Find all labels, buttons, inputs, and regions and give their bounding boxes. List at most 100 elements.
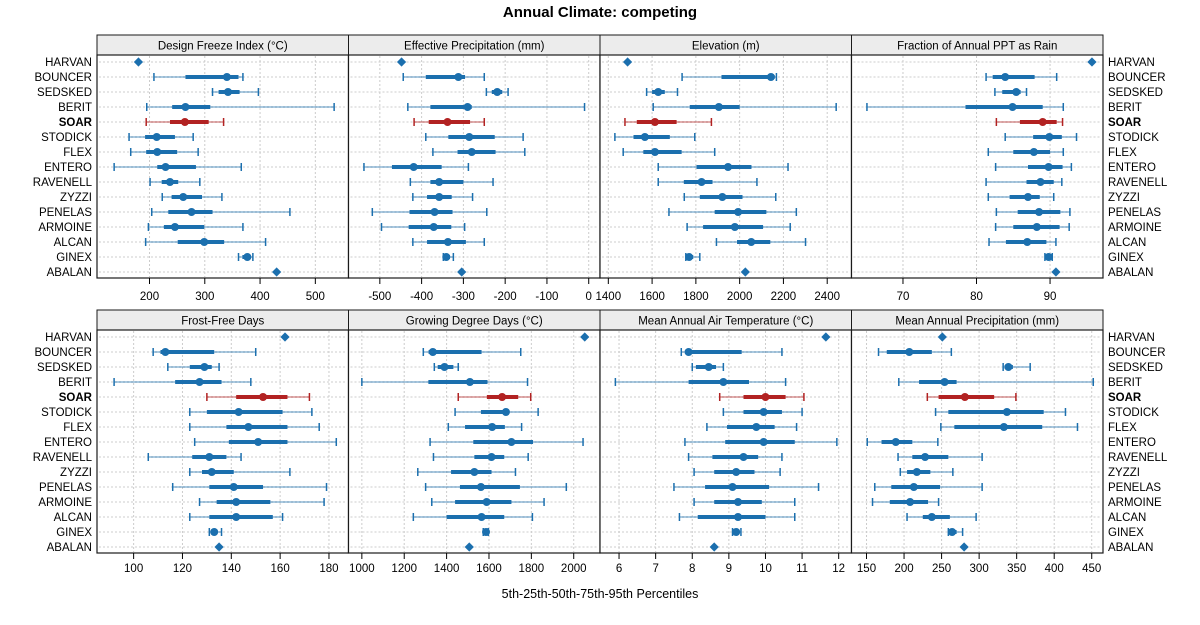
median-dot: [470, 468, 479, 476]
glyph-stodick: [425, 133, 524, 141]
glyph-bouncer: [877, 348, 953, 356]
median-dot: [207, 468, 216, 476]
glyph-berit: [614, 378, 787, 386]
median-dot: [161, 348, 170, 356]
median-dot: [1023, 193, 1032, 201]
site-label-right-armoine: ARMOINE: [1108, 497, 1162, 509]
median-diamond: [740, 267, 750, 277]
median-diamond: [133, 57, 144, 67]
site-label-right-soar: SOAR: [1108, 392, 1142, 404]
glyph-ravenell: [147, 453, 242, 461]
glyph-berit: [145, 103, 335, 111]
glyph-flex: [622, 148, 716, 156]
median-dot: [654, 88, 663, 96]
glyph-stodick: [614, 133, 696, 141]
median-dot: [759, 408, 768, 416]
glyph-harvan: [622, 57, 633, 67]
median-dot: [1001, 73, 1010, 81]
median-dot: [200, 363, 209, 371]
median-dot: [704, 363, 713, 371]
site-label-left-sedsked: SEDSKED: [37, 87, 92, 99]
glyph-soar: [718, 393, 805, 401]
glyph-sedsked: [167, 363, 220, 371]
panel-elevation-m: Elevation (m) 1400 1600 1800 2000 2200 2400: [596, 34, 853, 303]
x-tick-label: 400: [250, 291, 269, 303]
median-dot: [254, 438, 263, 446]
median-dot: [487, 453, 496, 461]
median-dot: [1036, 178, 1045, 186]
site-label-right-ravenell: RAVENELL: [1108, 177, 1168, 189]
median-dot: [905, 348, 914, 356]
median-dot: [960, 393, 969, 401]
x-tick-label: 150: [857, 563, 876, 575]
glyph-alcan: [144, 238, 267, 246]
median-dot: [1044, 253, 1053, 261]
median-dot: [482, 528, 491, 536]
glyph-soar: [624, 118, 713, 126]
median-dot: [940, 378, 949, 386]
glyph-entero: [994, 163, 1073, 171]
glyph-soar: [457, 393, 532, 401]
glyph-abalan: [272, 267, 282, 277]
glyph-harvan: [396, 57, 407, 67]
glyph-stodick: [934, 408, 1067, 416]
glyph-sedsked: [211, 88, 260, 96]
median-dot: [181, 103, 190, 111]
glyph-ravenell: [409, 178, 494, 186]
median-dot: [243, 253, 252, 261]
x-tick-label: 140: [222, 563, 241, 575]
x-tick-label: 250: [932, 563, 951, 575]
median-dot: [409, 163, 418, 171]
glyph-flex: [129, 148, 199, 156]
median-dot: [948, 528, 957, 536]
median-dot: [435, 178, 444, 186]
glyph-zyzzi: [987, 193, 1055, 201]
median-dot: [891, 438, 900, 446]
median-dot: [442, 253, 451, 261]
glyph-alcan: [412, 513, 534, 521]
x-tick-label: -100: [535, 291, 558, 303]
site-label-right-bouncer: BOUNCER: [1108, 72, 1166, 84]
glyph-flex: [706, 423, 798, 431]
glyph-armoine: [198, 498, 325, 506]
median-dot: [640, 133, 649, 141]
x-tick-label: 500: [306, 291, 325, 303]
median-dot: [1012, 88, 1021, 96]
site-label-right-flex: FLEX: [1108, 147, 1137, 159]
site-label-right-harvan: HARVAN: [1108, 332, 1155, 344]
x-tick-label: 200: [140, 291, 159, 303]
median-dot: [488, 423, 497, 431]
median-dot: [179, 193, 188, 201]
x-tick-label: 100: [124, 563, 143, 575]
site-label-left-harvan: HARVAN: [45, 57, 92, 69]
panel-plot-area: [347, 54, 601, 279]
x-tick-label: 10: [759, 563, 772, 575]
x-tick-label: 300: [195, 291, 214, 303]
glyph-harvan: [133, 57, 144, 67]
glyph-ginex: [208, 528, 223, 536]
glyph-berit: [866, 103, 1065, 111]
site-label-right-armoine: ARMOINE: [1108, 222, 1162, 234]
site-label-left-flex: FLEX: [63, 147, 92, 159]
site-label-right-harvan: HARVAN: [1108, 57, 1155, 69]
glyph-ravenell: [432, 453, 529, 461]
median-diamond: [937, 332, 947, 342]
site-label-left-entero: ENTERO: [44, 162, 92, 174]
glyph-sedsked: [1002, 363, 1031, 371]
median-dot: [205, 453, 214, 461]
median-dot: [493, 88, 502, 96]
site-label-left-berit: BERIT: [58, 102, 92, 114]
site-label-right-flex: FLEX: [1108, 422, 1137, 434]
glyph-bouncer: [422, 348, 522, 356]
glyph-penelas: [874, 483, 983, 491]
median-dot: [232, 513, 241, 521]
glyph-penelas: [673, 483, 820, 491]
glyph-sedsked: [485, 88, 509, 96]
x-tick-label: 450: [1082, 563, 1101, 575]
x-tick-label: -200: [494, 291, 517, 303]
glyph-bouncer: [681, 73, 778, 81]
site-label-left-ginex: GINEX: [56, 252, 92, 264]
glyph-zyzzi: [899, 468, 954, 476]
x-tick-label: 1800: [519, 563, 545, 575]
